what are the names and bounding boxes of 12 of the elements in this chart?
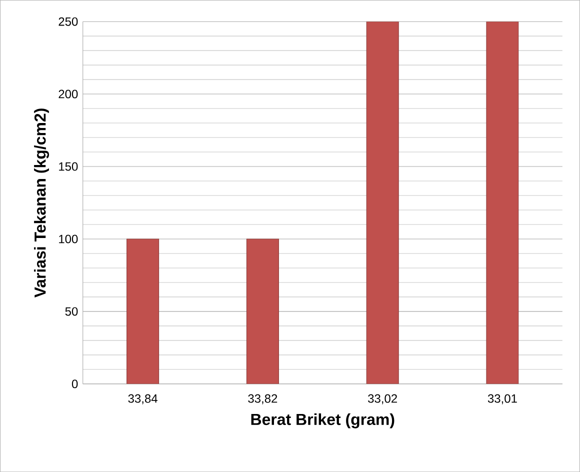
y-tick-label: 250 bbox=[58, 17, 78, 26]
y-tick-label: 0 bbox=[72, 380, 78, 388]
x-tick-label: 33,82 bbox=[248, 394, 278, 404]
y-tick-label: 50 bbox=[65, 307, 78, 316]
x-axis-title: Berat Briket (gram) bbox=[251, 413, 394, 428]
x-tick-label: 33,01 bbox=[488, 394, 517, 404]
y-axis-title: Variasi Tekanan (kg/cm2) bbox=[34, 108, 50, 298]
y-tick-label: 150 bbox=[59, 162, 78, 171]
y-tick-label: 200 bbox=[58, 90, 78, 98]
x-tick-label: 33,02 bbox=[368, 394, 397, 404]
y-tick-label: 100 bbox=[59, 234, 78, 244]
x-tick-label: 33,84 bbox=[128, 394, 158, 404]
